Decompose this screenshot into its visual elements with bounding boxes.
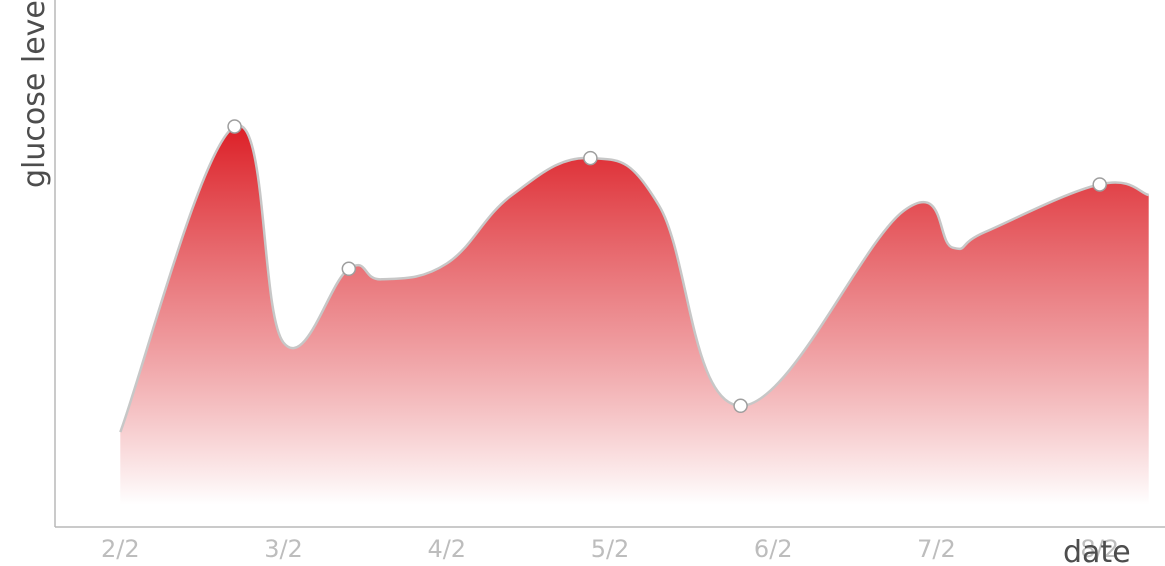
- x-tick-label-3: 4/2: [427, 535, 466, 563]
- series-area-fill: [120, 125, 1149, 505]
- x-tick-labels: 2/2 3/2 4/2 5/2 6/2 7/2 8/2: [101, 535, 1119, 563]
- x-tick-label-2: 3/2: [264, 535, 303, 563]
- data-point-marker-2: [341, 261, 357, 277]
- data-point-marker-4: [733, 398, 748, 414]
- x-tick-label-6: 7/2: [917, 535, 956, 563]
- data-point-marker-3: [583, 150, 598, 166]
- x-tick-label-7: 8/2: [1080, 535, 1119, 563]
- x-tick-label-1: 2/2: [101, 535, 140, 563]
- x-tick-label-4: 5/2: [591, 535, 630, 563]
- data-markers: [227, 119, 1107, 414]
- data-point-marker-1: [227, 119, 242, 134]
- x-axis-title: date: [1063, 535, 1131, 566]
- y-axis-title: glucose level: [17, 0, 52, 188]
- data-point-marker-5: [1092, 177, 1107, 192]
- x-tick-label-5: 6/2: [754, 535, 793, 563]
